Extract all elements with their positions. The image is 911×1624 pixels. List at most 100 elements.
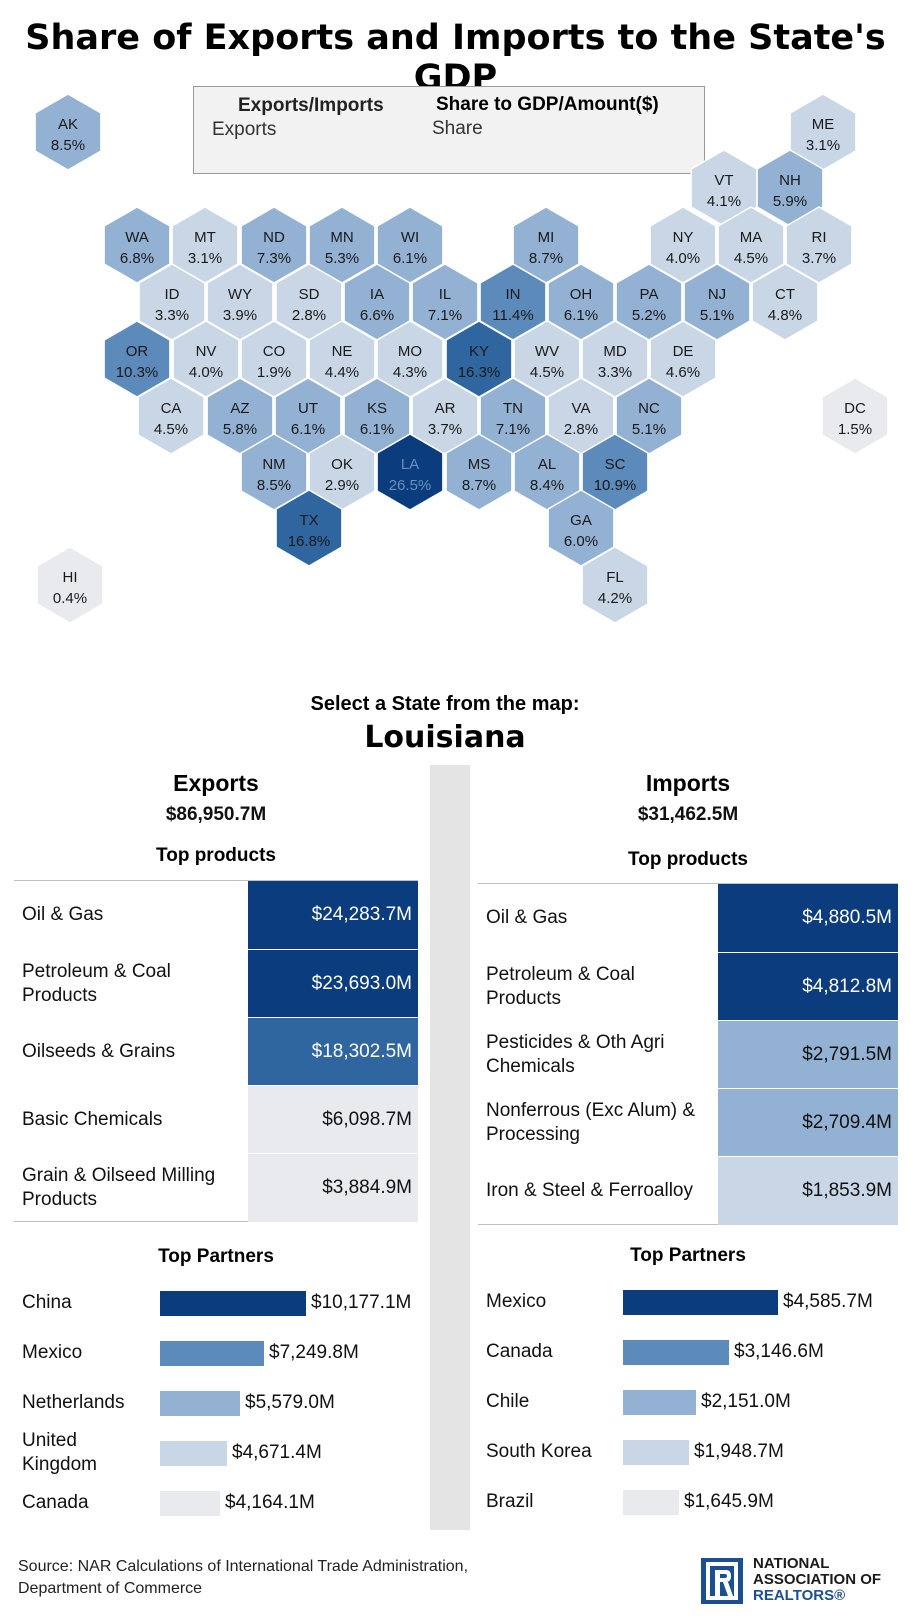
state-abbr-label: LA <box>401 456 419 473</box>
state-hex-la[interactable]: LA 26.5% <box>376 433 444 511</box>
state-hex-fl[interactable]: FL 4.2% <box>581 546 649 624</box>
source-line-1: Source: NAR Calculations of Internationa… <box>18 1558 469 1575</box>
state-hex-vt[interactable]: VT 4.1% <box>690 149 758 227</box>
state-hex-shape[interactable] <box>615 263 683 341</box>
state-hex-nv[interactable]: NV 4.0% <box>172 320 240 398</box>
state-hex-wa[interactable]: WA 6.8% <box>103 206 171 284</box>
partner-value: $2,151.0M <box>701 1391 791 1412</box>
state-hex-shape[interactable] <box>683 263 751 341</box>
legend-col2-value[interactable]: Share <box>432 118 483 139</box>
state-hex-hi[interactable]: HI 0.4% <box>36 546 104 624</box>
state-hex-tx[interactable]: TX 16.8% <box>275 489 343 567</box>
state-hex-sd[interactable]: SD 2.8% <box>275 263 343 341</box>
state-hex-shape[interactable] <box>36 546 104 624</box>
state-hex-shape[interactable] <box>103 206 171 284</box>
state-hex-shape[interactable] <box>445 433 513 511</box>
state-hex-shape[interactable] <box>103 320 171 398</box>
state-hex-nm[interactable]: NM 8.5% <box>240 433 308 511</box>
state-hex-ar[interactable]: AR 3.7% <box>411 377 479 455</box>
state-hex-ut[interactable]: UT 6.1% <box>274 377 342 455</box>
state-hex-de[interactable]: DE 4.6% <box>649 320 717 398</box>
state-hex-ri[interactable]: RI 3.7% <box>785 206 853 284</box>
state-hex-shape[interactable] <box>581 433 649 511</box>
state-hex-ky[interactable]: KY 16.3% <box>445 320 513 398</box>
state-hex-shape[interactable] <box>172 320 240 398</box>
state-abbr-label: NV <box>196 343 217 360</box>
state-hex-shape[interactable] <box>274 377 342 455</box>
state-hex-ma[interactable]: MA 4.5% <box>717 206 785 284</box>
state-hex-shape[interactable] <box>649 320 717 398</box>
state-hex-shape[interactable] <box>479 377 547 455</box>
state-abbr-label: MI <box>538 229 555 246</box>
state-hex-shape[interactable] <box>581 320 649 398</box>
state-hex-shape[interactable] <box>138 263 206 341</box>
state-hex-shape[interactable] <box>308 320 376 398</box>
state-hex-shape[interactable] <box>547 377 615 455</box>
state-share-label: 8.4% <box>530 477 564 494</box>
state-hex-or[interactable]: OR 10.3% <box>103 320 171 398</box>
state-hex-co[interactable]: CO 1.9% <box>240 320 308 398</box>
state-hex-shape[interactable] <box>240 206 308 284</box>
state-hex-tn[interactable]: TN 7.1% <box>479 377 547 455</box>
state-hex-wy[interactable]: WY 3.9% <box>206 263 274 341</box>
state-hex-shape[interactable] <box>275 489 343 567</box>
partner-row: Brazil $1,645.9M <box>478 1477 898 1527</box>
state-hex-shape[interactable] <box>581 546 649 624</box>
state-hex-shape[interactable] <box>240 320 308 398</box>
state-hex-shape[interactable] <box>34 93 102 171</box>
state-hex-shape[interactable] <box>411 263 479 341</box>
state-hex-il[interactable]: IL 7.1% <box>411 263 479 341</box>
state-hex-ms[interactable]: MS 8.7% <box>445 433 513 511</box>
state-hex-shape[interactable] <box>513 433 581 511</box>
state-hex-ct[interactable]: CT 4.8% <box>751 263 819 341</box>
state-hex-shape[interactable] <box>376 433 444 511</box>
partner-name: China <box>22 1292 72 1313</box>
state-hex-shape[interactable] <box>821 377 889 455</box>
state-hex-sc[interactable]: SC 10.9% <box>581 433 649 511</box>
state-hex-ak[interactable]: AK 8.5% <box>34 93 102 171</box>
state-hex-shape[interactable] <box>547 489 615 567</box>
partner-row: Canada $3,146.6M <box>478 1327 898 1377</box>
state-hex-al[interactable]: AL 8.4% <box>513 433 581 511</box>
state-hex-va[interactable]: VA 2.8% <box>547 377 615 455</box>
legend-col1-value[interactable]: Exports <box>212 119 277 140</box>
state-hex-in[interactable]: IN 11.4% <box>479 263 547 341</box>
state-hex-shape[interactable] <box>411 377 479 455</box>
state-hex-shape[interactable] <box>445 320 513 398</box>
state-hex-nd[interactable]: ND 7.3% <box>240 206 308 284</box>
product-value: $18,302.5M <box>248 1018 418 1086</box>
state-hex-shape[interactable] <box>751 263 819 341</box>
state-abbr-label: WV <box>535 343 559 360</box>
state-hex-mn[interactable]: MN 5.3% <box>308 206 376 284</box>
state-hex-shape[interactable] <box>649 206 717 284</box>
state-hex-md[interactable]: MD 3.3% <box>581 320 649 398</box>
state-hex-shape[interactable] <box>240 433 308 511</box>
state-hex-pa[interactable]: PA 5.2% <box>615 263 683 341</box>
state-hex-shape[interactable] <box>206 377 274 455</box>
state-hex-ny[interactable]: NY 4.0% <box>649 206 717 284</box>
imports-title: Imports <box>645 770 731 796</box>
exports-products-table: Oil & Gas $24,283.7M Petroleum & Coal Prod… <box>14 880 418 1222</box>
state-hex-dc[interactable]: DC 1.5% <box>821 377 889 455</box>
state-hex-id[interactable]: ID 3.3% <box>138 263 206 341</box>
state-hex-shape[interactable] <box>513 320 581 398</box>
state-hex-nj[interactable]: NJ 5.1% <box>683 263 751 341</box>
state-hex-nh[interactable]: NH 5.9% <box>756 149 824 227</box>
state-hex-ga[interactable]: GA 6.0% <box>547 489 615 567</box>
state-hex-wv[interactable]: WV 4.5% <box>513 320 581 398</box>
state-hex-shape[interactable] <box>479 263 547 341</box>
state-hex-shape[interactable] <box>206 263 274 341</box>
state-hex-az[interactable]: AZ 5.8% <box>206 377 274 455</box>
state-share-label: 3.3% <box>155 307 189 324</box>
state-hex-shape[interactable] <box>547 263 615 341</box>
state-hex-mi[interactable]: MI 8.7% <box>512 206 580 284</box>
state-share-label: 7.3% <box>257 250 291 267</box>
state-hex-nc[interactable]: NC 5.1% <box>615 377 683 455</box>
state-hex-ne[interactable]: NE 4.4% <box>308 320 376 398</box>
state-hex-shape[interactable] <box>717 206 785 284</box>
state-hex-shape[interactable] <box>615 377 683 455</box>
state-hex-ca[interactable]: CA 4.5% <box>137 377 205 455</box>
state-hex-shape[interactable] <box>137 377 205 455</box>
state-hex-oh[interactable]: OH 6.1% <box>547 263 615 341</box>
state-hex-shape[interactable] <box>785 206 853 284</box>
